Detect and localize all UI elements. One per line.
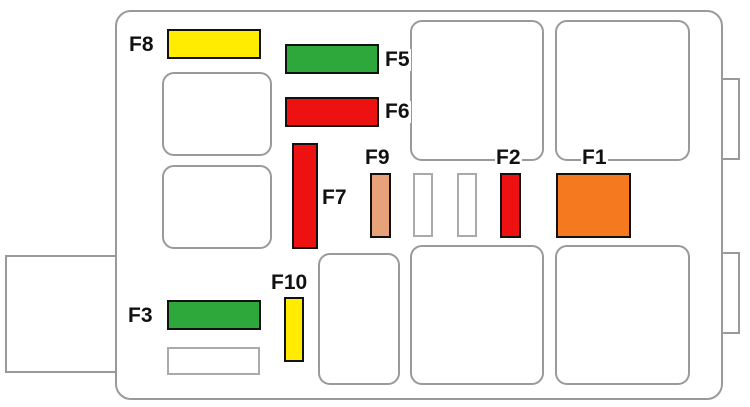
label-f10: F10 <box>270 271 309 294</box>
fuse-f2 <box>500 173 521 238</box>
fuse-f3 <box>167 300 261 330</box>
empty-slot <box>167 347 260 375</box>
relay <box>318 253 400 385</box>
label-f2: F2 <box>495 146 522 169</box>
fuse-f7 <box>292 143 318 249</box>
label-f5: F5 <box>384 48 411 71</box>
relay <box>555 245 690 385</box>
label-f1: F1 <box>581 146 608 169</box>
relay <box>555 20 690 161</box>
label-f3: F3 <box>127 304 154 327</box>
relay <box>162 165 272 249</box>
fuse-f9 <box>370 173 391 238</box>
fuse-f6 <box>285 97 379 127</box>
label-f8: F8 <box>128 33 155 56</box>
relay <box>162 72 272 156</box>
label-f9: F9 <box>364 146 391 169</box>
label-f6: F6 <box>384 100 411 123</box>
fuse-f10 <box>284 297 304 362</box>
fuse-f8 <box>167 29 261 59</box>
relay <box>410 245 544 385</box>
fuse-f1 <box>556 173 631 238</box>
fuse-f5 <box>285 44 379 74</box>
empty-fuse-slot <box>413 173 433 237</box>
label-f7: F7 <box>321 186 348 209</box>
empty-fuse-slot <box>457 173 477 237</box>
left-connector <box>5 255 117 373</box>
relay <box>410 20 544 161</box>
